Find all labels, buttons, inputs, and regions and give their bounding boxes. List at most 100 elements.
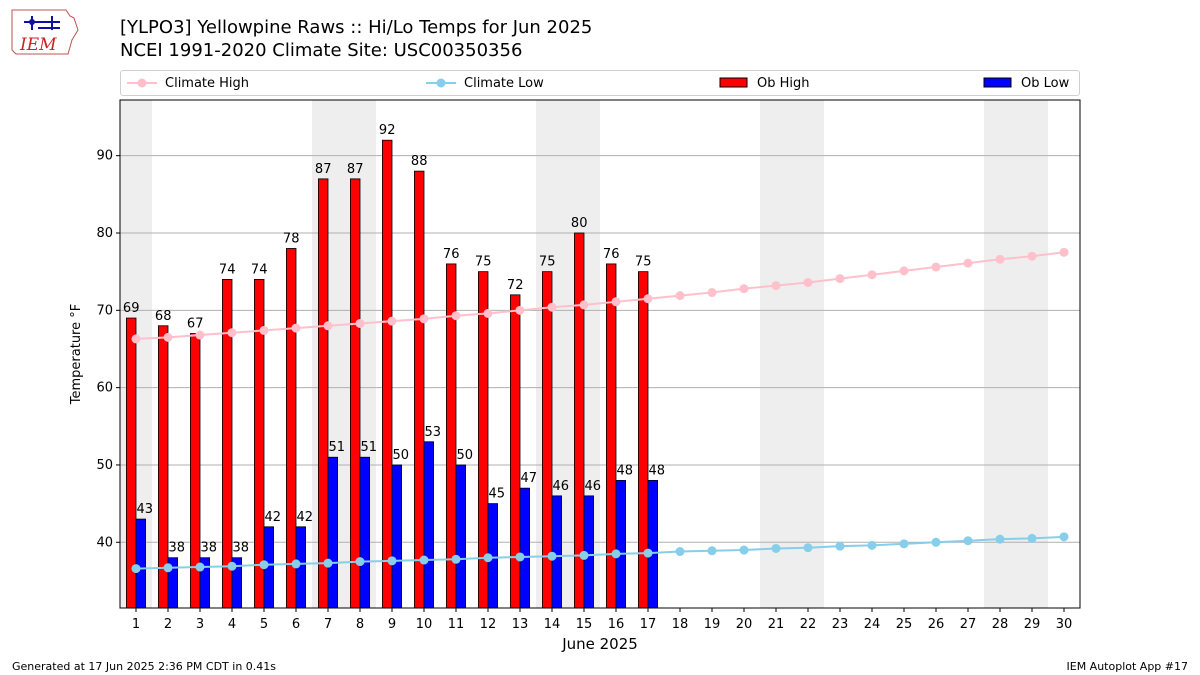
ob-low-swatch-icon (983, 77, 1012, 88)
legend-item-climate-low: Climate Low (426, 71, 544, 95)
climate-high-point (931, 262, 941, 272)
x-tick-label: 14 (544, 617, 561, 632)
ob-high-bar (285, 248, 297, 609)
climate-high-point (707, 288, 717, 298)
legend-label-ob-high: Ob High (757, 75, 810, 91)
x-tick-label: 24 (864, 617, 881, 632)
x-tick-label: 2 (164, 617, 172, 632)
ob-low-bar (135, 518, 147, 609)
climate-high-point (771, 281, 781, 291)
climate-high-point (1059, 247, 1069, 257)
ob-high-bar (381, 139, 393, 609)
station-dot (29, 19, 35, 25)
x-tick-label: 7 (324, 617, 332, 632)
climate-low-point (515, 552, 525, 562)
x-tick-label: 6 (292, 617, 300, 632)
ob-low-label: 46 (553, 479, 570, 494)
climate-high-point (963, 258, 973, 268)
ob-high-bar (349, 178, 361, 609)
climate-low-point (867, 540, 877, 550)
climate-low-point (355, 557, 365, 567)
chart-subtitle: NCEI 1991-2020 Climate Site: USC00350356 (120, 40, 523, 61)
ob-high-label: 75 (475, 255, 492, 270)
climate-high-point (227, 328, 237, 338)
ob-high-label: 87 (347, 162, 364, 177)
ob-high-label: 80 (571, 216, 588, 231)
climate-low-point (195, 562, 205, 572)
x-tick-label: 19 (704, 617, 721, 632)
x-tick-label: 10 (416, 617, 433, 632)
app-footer: IEM Autoplot App #17 (1066, 660, 1189, 673)
climate-low-point (579, 550, 589, 560)
y-tick-label: 50 (96, 458, 113, 473)
climate-low-point (227, 561, 237, 571)
ob-low-label: 50 (393, 448, 410, 463)
ob-low-label: 51 (329, 440, 346, 455)
x-tick-label: 23 (832, 617, 849, 632)
legend-item-climate-high: Climate High (127, 71, 249, 95)
ob-low-label: 48 (649, 463, 666, 478)
ob-high-label: 92 (379, 123, 396, 138)
x-tick-label: 22 (800, 617, 817, 632)
ob-low-label: 42 (265, 510, 282, 525)
climate-high-point (291, 323, 301, 333)
x-tick-label: 8 (356, 617, 364, 632)
climate-low-point (131, 564, 141, 574)
ob-low-label: 46 (585, 479, 602, 494)
legend-item-ob-low: Ob Low (983, 71, 1069, 95)
ob-high-bar (413, 170, 425, 609)
ob-high-bar (317, 178, 329, 609)
climate-low-point (163, 563, 173, 573)
x-tick-label: 9 (388, 617, 396, 632)
y-axis-label: Temperature °F (69, 304, 84, 405)
ob-low-label: 42 (297, 510, 314, 525)
climate-high-point (515, 305, 525, 315)
climate-high-point (355, 318, 365, 328)
ob-high-label: 88 (411, 154, 428, 169)
ob-low-label: 50 (457, 448, 474, 463)
plot-frame (119, 99, 1081, 609)
climate-high-point (323, 321, 333, 331)
weekend-shade (760, 100, 792, 608)
x-tick-label: 15 (576, 617, 593, 632)
ob-high-label: 76 (443, 247, 460, 262)
ob-low-bar (327, 456, 339, 609)
climate-high-point (451, 311, 461, 321)
climate-low-point (259, 560, 269, 570)
ob-low-label: 43 (137, 502, 154, 517)
x-tick-label: 18 (672, 617, 689, 632)
ob-high-label: 87 (315, 162, 332, 177)
y-tick-label: 40 (96, 535, 113, 550)
climate-high-point (739, 284, 749, 294)
climate-low-point (707, 546, 717, 556)
climate-low-point (547, 551, 557, 561)
legend-item-ob-high: Ob High (719, 71, 810, 95)
climate-low-point (1027, 533, 1037, 543)
climate-high-point (803, 277, 813, 287)
climate-low-point (323, 558, 333, 568)
ob-low-bar (615, 480, 627, 609)
legend-label-climate-low: Climate Low (464, 75, 544, 91)
weekend-shade (984, 100, 1016, 608)
climate-low-point (803, 543, 813, 553)
ob-low-bar (647, 480, 659, 609)
ob-low-bar (455, 464, 467, 609)
iowa-outline (11, 9, 79, 55)
x-tick-label: 28 (992, 617, 1009, 632)
weekend-shade (792, 100, 824, 608)
climate-low-line-icon (426, 78, 456, 88)
x-tick-label: 11 (448, 617, 465, 632)
generated-footer: Generated at 17 Jun 2025 2:36 PM CDT in … (12, 660, 277, 673)
climate-high-point (835, 274, 845, 284)
climate-low-point (771, 543, 781, 553)
ob-low-bar (519, 487, 531, 609)
climate-high-point (995, 254, 1005, 264)
climate-low-point (739, 545, 749, 555)
ob-high-swatch-icon (719, 77, 748, 88)
climate-low-point (291, 559, 301, 569)
climate-low-point (611, 549, 621, 559)
x-tick-label: 16 (608, 617, 625, 632)
ob-low-label: 53 (425, 425, 442, 440)
ob-low-label: 38 (233, 541, 250, 556)
